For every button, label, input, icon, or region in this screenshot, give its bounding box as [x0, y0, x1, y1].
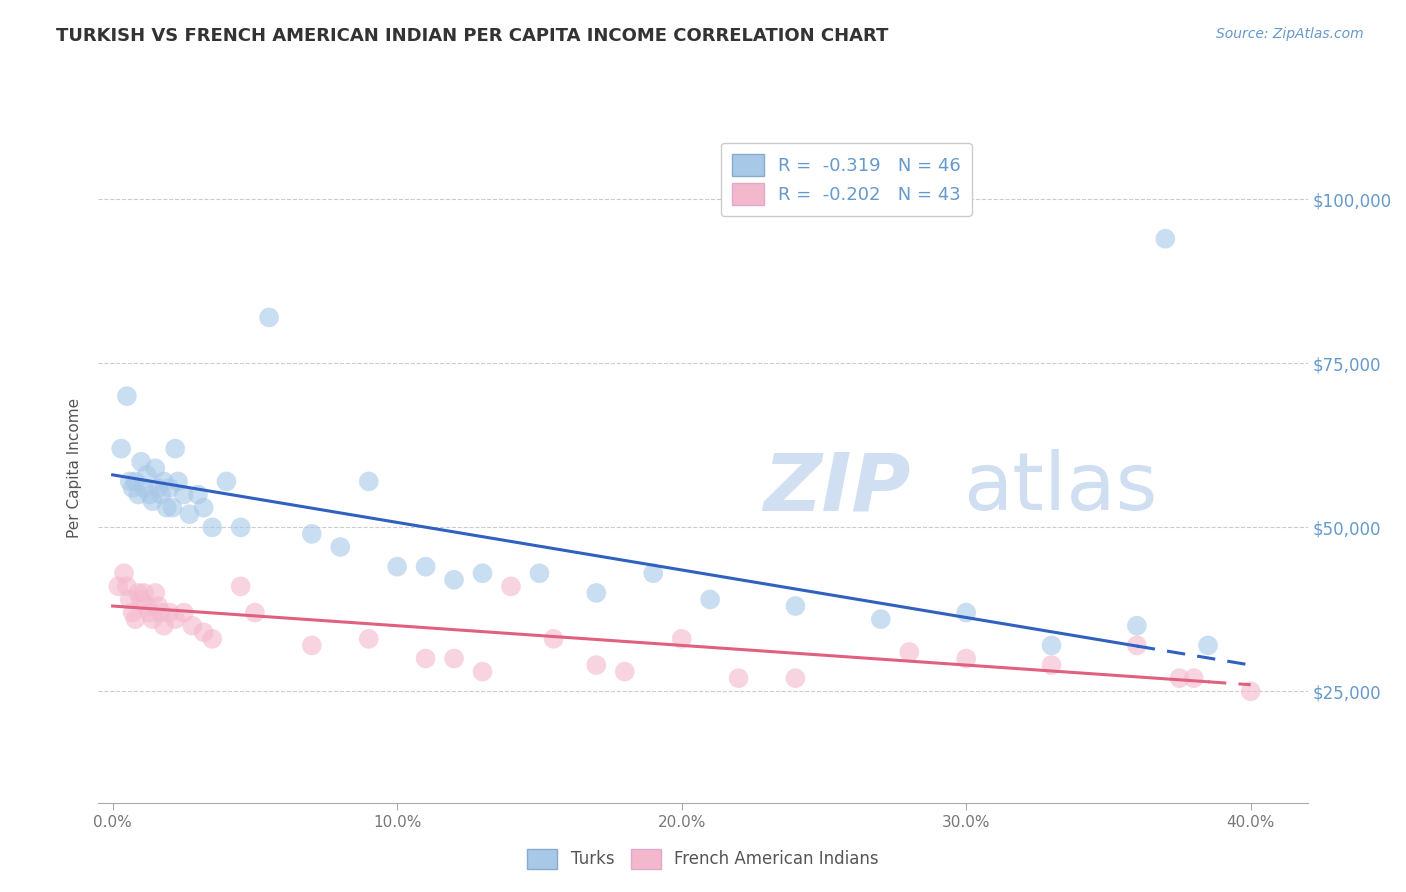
Point	[1040, 658, 1063, 673]
Text: TURKISH VS FRENCH AMERICAN INDIAN PER CAPITA INCOME CORRELATION CHART: TURKISH VS FRENCH AMERICAN INDIAN PER CA…	[56, 27, 889, 45]
Point	[129, 592, 152, 607]
Point	[385, 559, 408, 574]
Point	[107, 579, 129, 593]
Point	[138, 487, 160, 501]
Point	[156, 500, 179, 515]
Point	[785, 671, 807, 685]
Point	[127, 487, 149, 501]
Point	[671, 632, 693, 646]
Point	[229, 520, 252, 534]
Point	[357, 632, 380, 646]
Point	[110, 442, 132, 456]
Point	[187, 487, 209, 501]
Point	[118, 475, 141, 489]
Legend: R =  -0.319   N = 46, R =  -0.202   N = 43: R = -0.319 N = 46, R = -0.202 N = 43	[721, 143, 972, 216]
Point	[115, 579, 138, 593]
Point	[243, 606, 266, 620]
Point	[201, 632, 224, 646]
Text: ZIP: ZIP	[763, 450, 911, 527]
Point	[124, 612, 146, 626]
Point	[159, 481, 181, 495]
Point	[129, 455, 152, 469]
Point	[167, 475, 190, 489]
Point	[127, 586, 149, 600]
Point	[121, 481, 143, 495]
Point	[1182, 671, 1205, 685]
Point	[329, 540, 352, 554]
Point	[181, 618, 204, 632]
Point	[301, 527, 323, 541]
Point	[727, 671, 749, 685]
Point	[146, 599, 169, 613]
Point	[1040, 639, 1063, 653]
Point	[173, 606, 195, 620]
Point	[613, 665, 636, 679]
Point	[229, 579, 252, 593]
Point	[1168, 671, 1191, 685]
Point	[143, 586, 166, 600]
Legend: Turks, French American Indians: Turks, French American Indians	[520, 842, 886, 876]
Point	[153, 475, 176, 489]
Point	[132, 586, 155, 600]
Point	[357, 475, 380, 489]
Point	[955, 606, 977, 620]
Point	[179, 507, 201, 521]
Point	[141, 612, 163, 626]
Point	[153, 618, 176, 632]
Point	[150, 606, 173, 620]
Point	[135, 599, 157, 613]
Point	[1126, 639, 1149, 653]
Point	[112, 566, 135, 581]
Point	[471, 665, 494, 679]
Point	[955, 651, 977, 665]
Point	[499, 579, 522, 593]
Point	[146, 481, 169, 495]
Point	[124, 475, 146, 489]
Point	[143, 461, 166, 475]
Point	[415, 559, 437, 574]
Point	[193, 500, 215, 515]
Point	[193, 625, 215, 640]
Point	[121, 606, 143, 620]
Point	[471, 566, 494, 581]
Point	[1197, 639, 1219, 653]
Point	[201, 520, 224, 534]
Point	[443, 573, 465, 587]
Point	[415, 651, 437, 665]
Point	[585, 658, 607, 673]
Point	[1154, 232, 1177, 246]
Y-axis label: Per Capita Income: Per Capita Income	[67, 398, 83, 539]
Point	[159, 606, 181, 620]
Point	[138, 606, 160, 620]
Point	[643, 566, 665, 581]
Point	[529, 566, 551, 581]
Point	[898, 645, 921, 659]
Point	[215, 475, 238, 489]
Point	[135, 467, 157, 482]
Point	[585, 586, 607, 600]
Point	[301, 639, 323, 653]
Point	[869, 612, 891, 626]
Point	[785, 599, 807, 613]
Point	[543, 632, 565, 646]
Point	[118, 592, 141, 607]
Point	[257, 310, 280, 325]
Point	[165, 612, 187, 626]
Text: atlas: atlas	[963, 450, 1157, 527]
Point	[165, 442, 187, 456]
Point	[443, 651, 465, 665]
Point	[162, 500, 184, 515]
Point	[150, 487, 173, 501]
Point	[115, 389, 138, 403]
Point	[141, 494, 163, 508]
Text: Source: ZipAtlas.com: Source: ZipAtlas.com	[1216, 27, 1364, 41]
Point	[1240, 684, 1263, 698]
Point	[132, 481, 155, 495]
Point	[1126, 618, 1149, 632]
Point	[173, 487, 195, 501]
Point	[699, 592, 721, 607]
